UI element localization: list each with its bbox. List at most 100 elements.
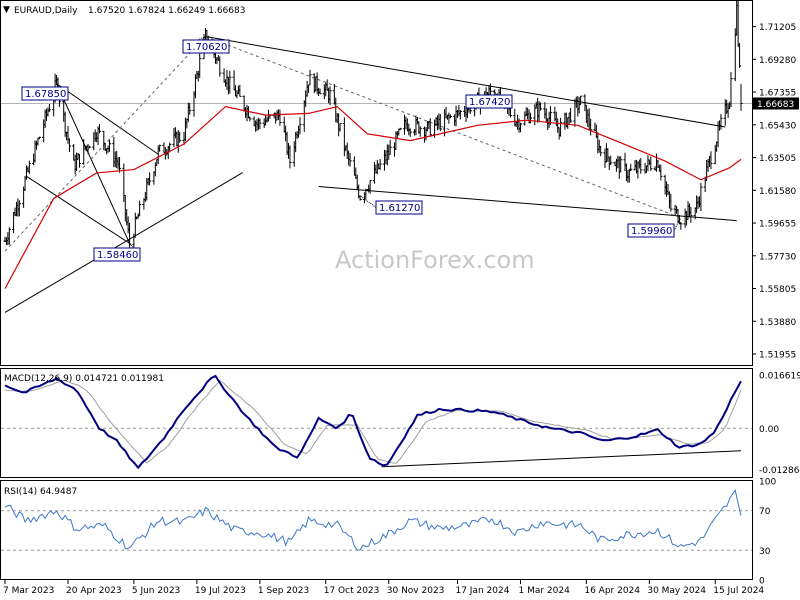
ohlc-bar bbox=[178, 131, 182, 143]
macd-lines bbox=[4, 374, 742, 470]
xtick-label: 5 Jun 2023 bbox=[132, 586, 180, 596]
ohlc-bar bbox=[639, 158, 643, 174]
ohlc-bar bbox=[228, 70, 232, 94]
price-trendline-2 bbox=[205, 36, 726, 128]
ohlc-bar bbox=[548, 106, 553, 125]
ohlc-bar bbox=[669, 193, 673, 212]
ohlc-bar bbox=[328, 86, 332, 106]
price-ytick-label: 1.67355 bbox=[759, 89, 796, 99]
ohlc-bar bbox=[198, 51, 202, 78]
ohlc-bar bbox=[7, 227, 11, 245]
watermark: ActionForex.com bbox=[335, 246, 535, 274]
xtick-label: 30 May 2024 bbox=[647, 586, 706, 596]
macd-ytick-label: 0.00 bbox=[759, 425, 779, 435]
price-ytick-label: 1.57730 bbox=[759, 252, 796, 262]
ohlc-bar bbox=[739, 65, 743, 111]
ohlc-values: 1.67520 1.67824 1.66249 1.66683 bbox=[88, 6, 245, 16]
ohlc-bar bbox=[719, 114, 723, 130]
ohlc-bar bbox=[589, 118, 593, 136]
ohlc-bar bbox=[97, 124, 102, 134]
rsi-series-line bbox=[4, 489, 742, 551]
xtick-label: 1 Mar 2024 bbox=[518, 586, 570, 596]
ohlc-bar bbox=[659, 164, 663, 181]
price-ytick-label: 1.71205 bbox=[759, 23, 796, 33]
xtick-label: 16 Apr 2024 bbox=[584, 586, 640, 596]
price-trendline-5 bbox=[56, 83, 159, 155]
swing-label-text: 1.61270 bbox=[379, 203, 420, 214]
swing-label-text: 1.58460 bbox=[97, 250, 138, 261]
current-price-flag bbox=[753, 97, 799, 110]
ohlc-bar bbox=[629, 163, 633, 172]
xtick-label: 20 Apr 2023 bbox=[66, 586, 122, 596]
swing-label-text: 1.59960 bbox=[631, 226, 672, 237]
ohlc-bar bbox=[218, 56, 222, 77]
ohlc-bar bbox=[77, 153, 82, 168]
rsi-ytick-label: 0 bbox=[759, 577, 765, 587]
swing-level-labels: 1.67850 1.58460 1.70620 1.61270 1.67420 1.599… bbox=[21, 36, 682, 262]
ohlc-bar bbox=[348, 153, 352, 167]
price-trendline-8 bbox=[205, 36, 682, 219]
swing-label-text: 1.67420 bbox=[469, 97, 510, 108]
ohlc-bar bbox=[428, 118, 432, 136]
swing-label-box bbox=[375, 200, 423, 215]
price-bars bbox=[3, 1, 743, 250]
xtick-label: 19 Jul 2023 bbox=[195, 586, 246, 596]
ohlc-bar bbox=[368, 180, 372, 194]
macd-panel-frame bbox=[0, 368, 753, 478]
ohlc-bar bbox=[528, 112, 533, 124]
ohlc-bar bbox=[47, 104, 51, 112]
swing-label-leader bbox=[359, 195, 377, 208]
ohlc-bar bbox=[248, 116, 252, 122]
xtick-label: 17 Jan 2024 bbox=[455, 586, 509, 596]
axis-labels: 1.71205 1.69280 1.67355 1.65430 1.63505 1.615… bbox=[3, 23, 800, 596]
ohlc-bar bbox=[619, 156, 623, 173]
ohlc-bar bbox=[358, 195, 362, 201]
ohlc-bar bbox=[689, 206, 693, 223]
rsi-title: RSI(14) 64.9487 bbox=[4, 487, 77, 497]
swing-label-box bbox=[627, 223, 675, 238]
ohlc-bar bbox=[398, 127, 402, 131]
xtick-label: 30 Nov 2023 bbox=[387, 586, 445, 596]
price-ytick-label: 1.69280 bbox=[759, 56, 796, 66]
price-trendline-4 bbox=[56, 83, 131, 244]
price-ytick-label: 1.51955 bbox=[759, 351, 796, 361]
ohlc-bar bbox=[298, 117, 302, 135]
ohlc-bar bbox=[458, 110, 462, 120]
price-ytick-label: 1.59655 bbox=[759, 220, 796, 230]
moving-average bbox=[4, 105, 742, 289]
price-panel-frame bbox=[0, 0, 753, 366]
collapse-arrow-icon[interactable]: ▼ bbox=[3, 5, 10, 15]
rsi-ytick-label: 30 bbox=[759, 547, 771, 557]
macd-ytick-label: 0.016619 bbox=[759, 372, 800, 382]
ohlc-bar bbox=[107, 139, 112, 152]
price-trendline-1 bbox=[4, 172, 243, 313]
price-trendline-6 bbox=[26, 175, 130, 244]
ohlc-bar bbox=[258, 118, 262, 130]
rsi-panel-frame bbox=[0, 480, 753, 580]
price-ytick-label: 1.63505 bbox=[759, 154, 796, 164]
ohlc-bar bbox=[278, 109, 282, 126]
ohlc-bar bbox=[538, 102, 543, 111]
ohlc-bar bbox=[308, 69, 312, 86]
macd-trendline-1 bbox=[381, 450, 742, 468]
ohlc-bar bbox=[378, 158, 382, 170]
current-price-label: 1.66683 bbox=[757, 100, 794, 110]
macd-title: MACD(12,26,9) 0.014721 0.011981 bbox=[4, 374, 164, 384]
price-ytick-label: 1.65430 bbox=[759, 121, 796, 131]
swing-label-box bbox=[182, 39, 230, 54]
swing-label-text: 1.67850 bbox=[25, 89, 66, 100]
ohlc-bar bbox=[137, 200, 142, 217]
ohlc-bar bbox=[288, 145, 292, 169]
xtick-label: 15 Jul 2024 bbox=[713, 586, 764, 596]
macd-ytick-label: -0.012864 bbox=[759, 466, 800, 476]
ohlc-bar bbox=[338, 123, 342, 132]
ohlc-bar bbox=[408, 128, 412, 137]
ohlc-bar bbox=[518, 122, 523, 133]
swing-label-box bbox=[21, 86, 69, 101]
price-ytick-label: 1.55805 bbox=[759, 285, 796, 295]
ohlc-bar bbox=[438, 113, 442, 132]
ohlc-bar bbox=[569, 107, 573, 123]
xtick-label: 1 Sep 2023 bbox=[258, 586, 309, 596]
ohlc-bar bbox=[418, 126, 422, 137]
